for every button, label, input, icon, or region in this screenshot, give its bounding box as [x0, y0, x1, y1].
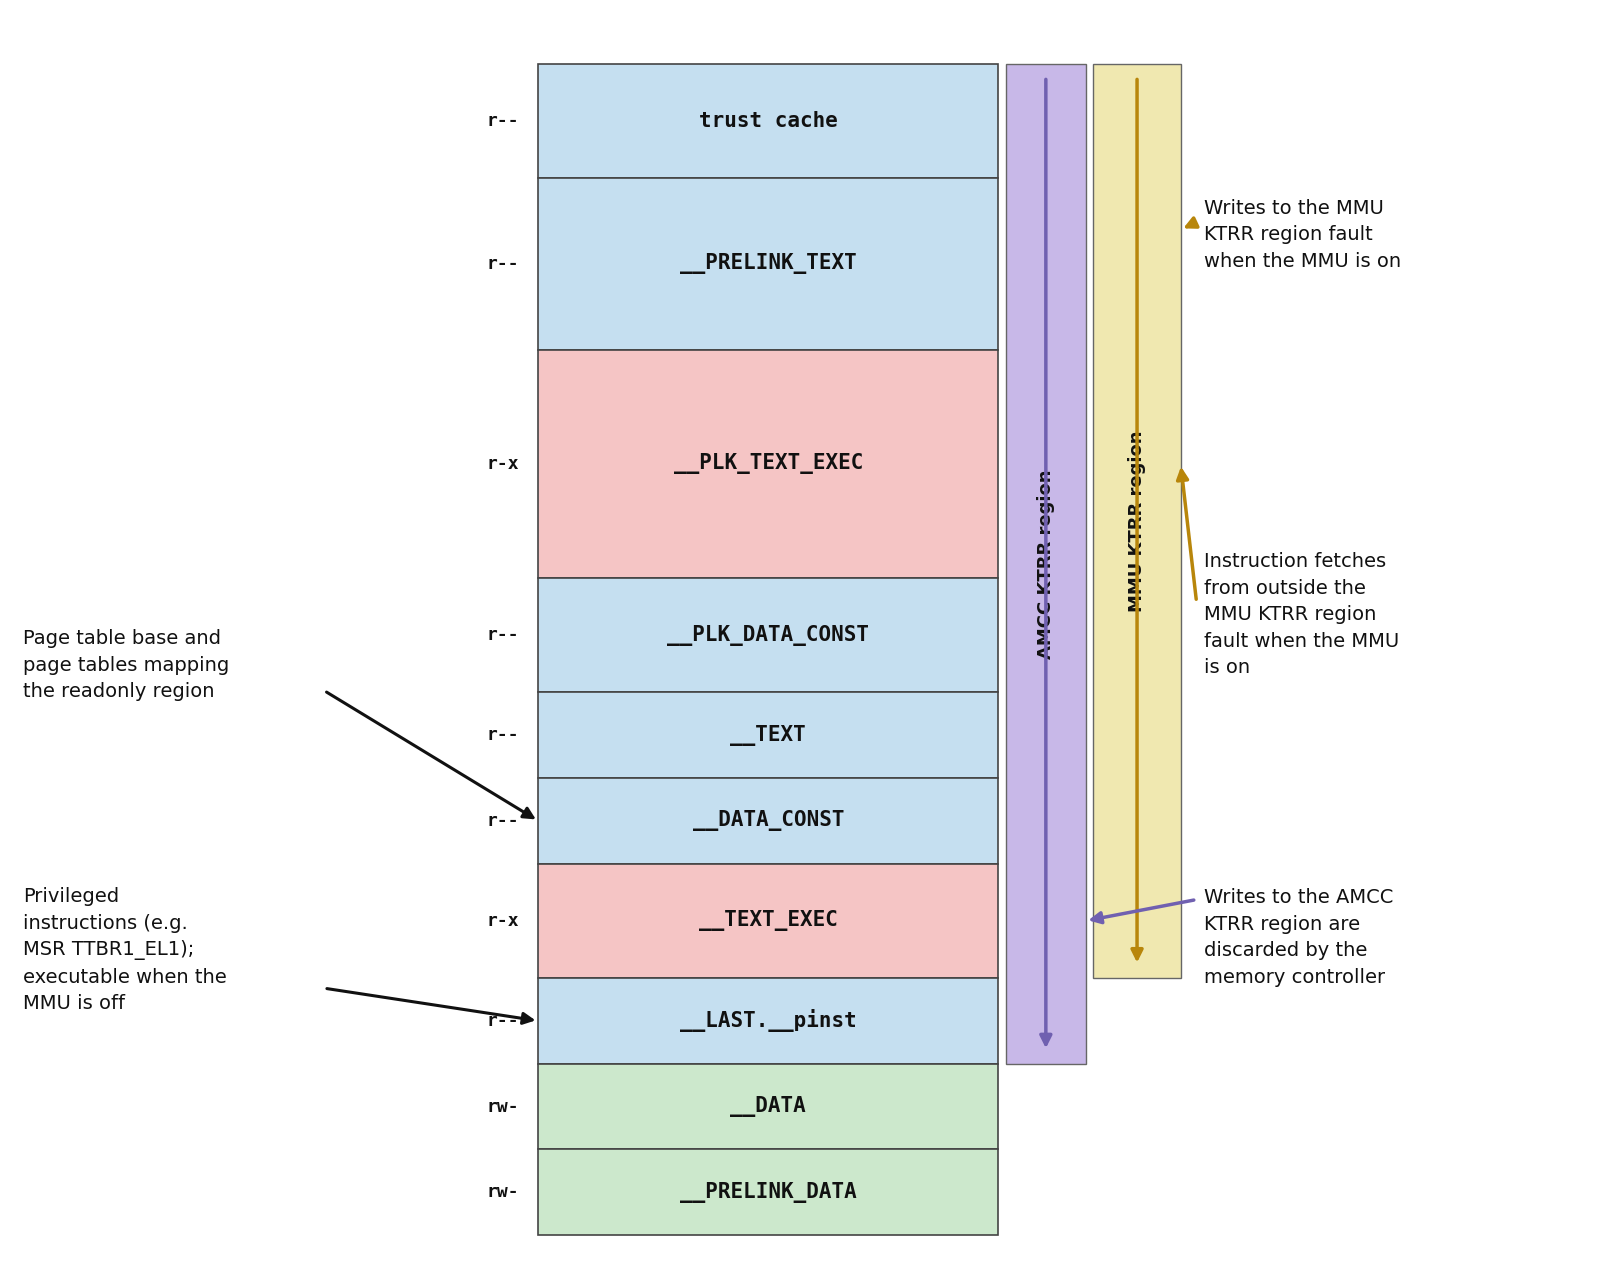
Text: __PRELINK_DATA: __PRELINK_DATA [680, 1181, 856, 1203]
Text: __PRELINK_TEXT: __PRELINK_TEXT [680, 253, 856, 274]
Text: r--: r-- [486, 1011, 520, 1030]
Text: Instruction fetches
from outside the
MMU KTRR region
fault when the MMU
is on: Instruction fetches from outside the MMU… [1205, 552, 1400, 677]
Text: AMCC KTRR region: AMCC KTRR region [1037, 468, 1054, 658]
Text: __TEXT_EXEC: __TEXT_EXEC [699, 910, 838, 932]
Text: __DATA: __DATA [731, 1096, 806, 1117]
Bar [538, 64, 998, 178]
Text: __PLK_DATA_CONST: __PLK_DATA_CONST [667, 625, 869, 645]
Text: Privileged
instructions (e.g.
MSR TTBR1_EL1);
executable when the
MMU is off: Privileged instructions (e.g. MSR TTBR1_… [22, 887, 227, 1014]
Text: r-x: r-x [486, 454, 520, 472]
Bar [1093, 64, 1181, 978]
Text: Writes to the MMU
KTRR region fault
when the MMU is on: Writes to the MMU KTRR region fault when… [1205, 198, 1402, 271]
Text: r--: r-- [486, 812, 520, 829]
Text: rw-: rw- [486, 1097, 520, 1116]
Bar [538, 579, 998, 692]
Text: r--: r-- [486, 726, 520, 744]
Text: r--: r-- [486, 626, 520, 644]
Text: r-x: r-x [486, 911, 520, 929]
Text: Writes to the AMCC
KTRR region are
discarded by the
memory controller: Writes to the AMCC KTRR region are disca… [1205, 888, 1394, 987]
Bar [1006, 64, 1085, 1064]
Text: trust cache: trust cache [699, 111, 838, 131]
Bar [538, 692, 998, 778]
Text: __DATA_CONST: __DATA_CONST [693, 810, 845, 832]
Bar [538, 978, 998, 1064]
Bar [538, 349, 998, 579]
Bar [538, 778, 998, 864]
Text: __PLK_TEXT_EXEC: __PLK_TEXT_EXEC [674, 453, 862, 475]
Text: __LAST.__pinst: __LAST.__pinst [680, 1010, 856, 1033]
Text: MMU KTRR region: MMU KTRR region [1128, 430, 1146, 612]
Text: Page table base and
page tables mapping
the readonly region: Page table base and page tables mapping … [22, 630, 229, 701]
Text: r--: r-- [486, 255, 520, 273]
Text: r--: r-- [486, 113, 520, 131]
Text: __TEXT: __TEXT [731, 724, 806, 746]
Bar [538, 178, 998, 349]
Text: rw-: rw- [486, 1183, 520, 1201]
Bar [538, 1149, 998, 1235]
Bar [538, 1064, 998, 1149]
Bar [538, 864, 998, 978]
